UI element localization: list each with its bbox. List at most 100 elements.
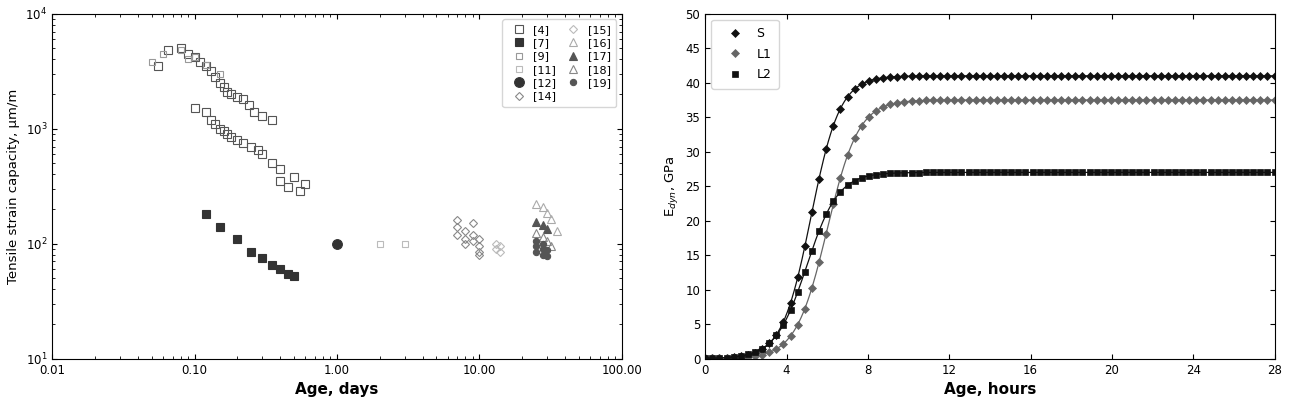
Line: [18]: [18] [532,229,556,250]
[14] [465,239,481,244]
[9] [155,51,170,56]
[9] [173,48,188,53]
Line: [19]: [19] [532,238,550,259]
[15] [487,241,503,246]
[4] [223,92,238,97]
L2 [1267,170,1283,175]
[4] [298,182,313,187]
L2 [1210,170,1226,175]
[4] [150,64,165,69]
[4] [215,129,231,134]
[11] [397,241,412,246]
[4] [272,179,287,183]
Line: L1: L1 [703,97,1277,361]
[14] [472,249,487,254]
Line: [17]: [17] [532,218,550,233]
[19] [535,241,550,246]
[11] [373,241,388,246]
[4] [272,166,287,171]
[9] [187,55,202,59]
[14] [472,252,487,257]
[4] [236,97,251,102]
[4] [246,109,262,114]
Line: [11]: [11] [376,240,409,247]
[14] [472,244,487,248]
[4] [280,185,295,189]
[4] [264,161,280,166]
[14] [450,225,465,229]
L2 [1188,170,1204,175]
[4] [223,135,238,139]
[4] [187,55,202,59]
[7] [244,249,259,254]
[4] [219,89,235,94]
[7] [255,256,271,261]
[19] [535,246,550,251]
[4] [193,60,209,65]
[19] [528,239,544,244]
S [1160,74,1176,78]
[4] [199,64,214,69]
[15] [492,249,508,254]
L2 [1053,170,1069,175]
[16] [528,202,544,207]
S [1210,74,1226,78]
Line: [4]: [4] [153,44,309,194]
[19] [535,252,550,257]
[18] [540,239,556,244]
[14] [450,232,465,237]
Line: [7]: [7] [202,210,298,280]
L2 [697,356,713,361]
[4] [250,148,266,153]
[4] [215,85,231,90]
[7] [264,263,280,267]
X-axis label: Age, hours: Age, hours [944,382,1036,397]
[4] [180,51,196,56]
[18] [544,244,559,248]
[7] [280,271,295,276]
[17] [540,226,556,231]
[16] [544,216,559,221]
[9] [199,62,214,67]
L1 [1267,97,1283,102]
[9] [211,72,227,76]
[4] [244,144,259,149]
L1 [1011,97,1026,102]
Y-axis label: E$_{dyn}$, GPa: E$_{dyn}$, GPa [663,156,679,217]
[7] [229,236,245,241]
[19] [540,254,556,259]
[17] [535,223,550,227]
[4] [229,94,245,99]
[9] [180,57,196,62]
Line: [14]: [14] [454,217,482,258]
[14] [458,241,473,246]
S [1267,74,1283,78]
[4] [187,106,202,111]
Line: [9]: [9] [148,47,223,77]
[4] [173,46,188,51]
[15] [492,244,508,248]
L2 [1118,170,1133,175]
Legend: S, L1, L2: S, L1, L2 [712,20,779,89]
[16] [540,210,556,215]
[4] [204,117,219,122]
S [1011,74,1026,78]
L1 [697,356,713,361]
[19] [528,249,544,254]
[16] [535,204,550,209]
[14] [450,218,465,223]
Legend: [4], [7], [9], [11], [12], [14], [15], [16], [17], [18], [19]: [4], [7], [9], [11], [12], [14], [15], [… [503,19,616,107]
S [1053,74,1069,78]
[15] [487,246,503,251]
[7] [272,267,287,271]
[14] [458,236,473,241]
[7] [211,225,227,229]
[4] [208,122,223,126]
[16] [549,228,565,233]
L2 [1160,170,1176,175]
[4] [264,117,280,122]
[4] [229,137,245,142]
[14] [465,232,481,237]
[4] [241,103,257,108]
[18] [535,234,550,239]
